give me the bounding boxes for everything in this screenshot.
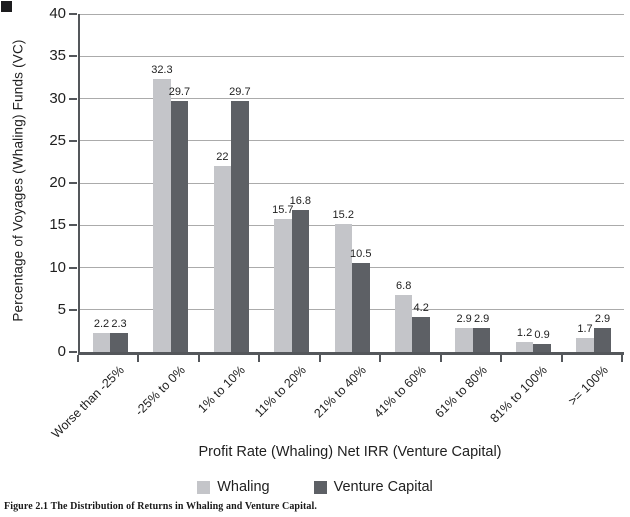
plot-area: 2.2 2.3 32.3 29.7 22 29.7 15.7 16.8 15.2 10.5 6.8 4… <box>78 13 624 355</box>
bar-venture-capital <box>412 316 430 352</box>
gridline <box>80 98 624 99</box>
category-label: 1% to 10% <box>195 363 249 416</box>
bar-venture-capital <box>231 101 249 352</box>
y-tick-label: 35 <box>49 47 66 65</box>
bar-whaling <box>455 327 473 352</box>
category-label: 81% to 100% <box>487 363 551 426</box>
value-label: 2.2 <box>93 318 110 331</box>
y-axis-tick <box>69 182 77 184</box>
x-axis-tick <box>258 355 261 362</box>
y-tick-label: 15 <box>49 216 66 234</box>
y-tick-label: 10 <box>49 258 66 276</box>
bar-venture-capital <box>593 327 612 352</box>
value-label: 1.7 <box>577 322 593 335</box>
venture-capital-swatch-icon <box>313 480 327 494</box>
gridline <box>80 55 624 57</box>
gridline <box>80 140 624 142</box>
bar-whaling <box>213 166 232 352</box>
legend-label-whaling: Whaling <box>217 479 270 495</box>
bar-whaling <box>515 341 534 352</box>
x-axis-title: Profit Rate (Whaling) Net IRR (Venture C… <box>198 444 502 460</box>
y-axis-tick <box>69 308 77 311</box>
value-label: 4.2 <box>413 301 429 314</box>
y-tick-label: 25 <box>49 131 66 149</box>
y-axis-tick <box>69 55 77 58</box>
gridline <box>80 182 624 184</box>
legend-item-venture-capital: Venture Capital <box>313 479 433 495</box>
value-label: 22 <box>216 151 229 164</box>
x-axis-tick <box>137 355 140 362</box>
bar-whaling <box>153 79 171 352</box>
category-label: >= 100% <box>565 363 611 409</box>
bar-whaling <box>334 223 352 352</box>
y-axis-tick <box>69 139 77 142</box>
figure-caption: Figure 2.1 The Distribution of Returns i… <box>4 501 317 512</box>
value-label: 2.9 <box>594 312 611 325</box>
x-axis-tick <box>379 355 382 362</box>
x-axis-tick <box>318 355 321 362</box>
bar-whaling <box>576 337 594 352</box>
y-axis-tick <box>69 13 77 15</box>
bar-venture-capital <box>110 332 128 352</box>
value-label: 15.2 <box>332 208 354 221</box>
y-axis-tick <box>69 266 77 269</box>
y-tick-label: 0 <box>57 343 66 360</box>
x-axis-tick <box>197 355 200 362</box>
bar-whaling <box>394 294 413 352</box>
value-label: 29.7 <box>168 86 191 99</box>
page-corner-mark <box>1 1 12 12</box>
value-label: 2.3 <box>111 317 127 330</box>
y-axis-label: Percentage of Voyages (Whaling) Funds (V… <box>10 39 26 322</box>
legend-item-whaling: Whaling <box>197 479 270 495</box>
bar-whaling <box>92 333 111 352</box>
x-axis-tick <box>560 355 563 362</box>
bar-venture-capital <box>472 327 491 352</box>
x-axis-tick <box>77 355 79 362</box>
value-label: 29.7 <box>229 86 251 99</box>
value-label: 6.8 <box>396 279 412 292</box>
y-tick-label: 5 <box>57 300 66 318</box>
bar-venture-capital <box>291 210 310 352</box>
gridline <box>80 13 624 15</box>
value-label: 10.5 <box>350 248 372 261</box>
category-label: Worse than -25% <box>49 363 128 442</box>
category-label: -25% to 0% <box>131 363 188 419</box>
bar-venture-capital <box>170 101 189 352</box>
gridline <box>80 224 624 226</box>
whaling-swatch-icon <box>197 480 211 494</box>
value-label: 15.7 <box>272 204 294 217</box>
legend: Whaling Venture Capital <box>0 479 630 495</box>
legend-label-venture-capital: Venture Capital <box>333 479 433 495</box>
x-axis-tick <box>621 355 623 362</box>
value-label: 0.9 <box>534 329 550 342</box>
y-axis-tick <box>69 224 77 227</box>
category-label: 41% to 60% <box>371 363 430 421</box>
value-label: 32.3 <box>151 64 173 77</box>
y-tick-label: 20 <box>49 174 66 191</box>
value-label: 16.8 <box>289 195 312 208</box>
category-label: 11% to 20% <box>251 363 309 420</box>
category-label: 21% to 40% <box>311 363 369 421</box>
y-axis-tick <box>69 97 77 100</box>
y-tick-label: 30 <box>49 89 66 107</box>
value-label: 2.9 <box>456 312 472 325</box>
x-axis-tick <box>500 355 503 362</box>
x-axis-tick <box>439 355 442 362</box>
value-label: 1.2 <box>516 326 533 339</box>
y-axis-tick <box>69 351 77 353</box>
value-label: 2.9 <box>473 312 490 325</box>
bar-venture-capital <box>533 344 551 352</box>
y-tick-label: 40 <box>49 5 66 22</box>
bar-venture-capital <box>352 263 370 352</box>
bar-whaling <box>274 219 292 352</box>
category-label: 61% to 80% <box>432 363 490 421</box>
